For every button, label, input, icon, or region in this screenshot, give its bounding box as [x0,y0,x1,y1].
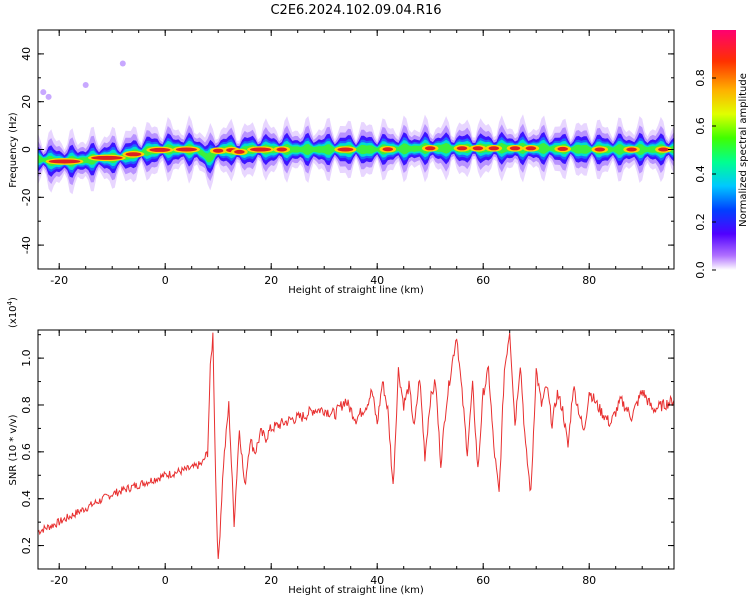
snr-ticks: -20 0 20 40 60 80 0.2 0.4 0.6 0.8 1.0 [20,330,674,587]
spectrogram-peak [250,147,272,152]
spectrogram-peak [276,147,288,152]
snr-panel: -20 0 20 40 60 80 0.2 0.4 0.6 0.8 1.0 Height of st… [6,297,675,596]
spectrogram-peak [424,146,436,151]
spectrogram-amplitude-layer [38,123,674,186]
snr-ylabel: SNR (10 * v/v) [8,414,19,485]
colorbar-gradient [712,30,736,270]
spectrogram-peak [626,147,637,152]
spectrogram-peak [382,147,394,152]
snr-series-line [38,332,674,559]
y-tick-label: 0.6 [20,443,33,461]
spectrogram-peak [525,146,537,151]
spectrogram-speck [40,89,47,96]
x-tick-label: 60 [476,274,490,287]
spectrogram-peak [91,155,123,160]
y-tick-label: -40 [20,236,33,254]
spectrogram-peak [125,152,142,157]
y-tick-label: 0 [20,146,33,153]
x-tick-label: 40 [370,274,384,287]
colorbar-tick-label: 0.0 [694,261,707,279]
spectrogram-peak [509,146,521,151]
y-tick-label: 1.0 [20,349,33,367]
spectrogram-peak [594,147,606,152]
x-tick-label: 0 [162,574,169,587]
snr-frame [37,329,675,570]
spectrogram-peak [212,148,224,153]
colorbar: 0.0 0.2 0.4 0.6 0.8 Normalized spectral ampl… [694,30,749,279]
figure-title: C2E6.2024.102.09.04.R16 [270,3,441,18]
x-tick-label: 20 [264,574,278,587]
x-tick-label: 80 [582,274,596,287]
spectrogram-peak [337,147,354,152]
snr-multiplier: (x104) [6,297,19,328]
spectrogram-xlabel: Height of straight line (km) [288,285,424,296]
spectrogram-band [38,60,674,195]
spectrogram-speck [82,81,89,88]
colorbar-tick-label: 0.6 [694,117,707,135]
spectrogram-peak [48,159,81,164]
spectrogram-amplitude-layer [38,131,674,178]
spectrogram-panel: -20 0 20 40 60 80 -40 -20 0 20 40 Height of straig… [8,29,675,296]
spectrogram-speck [119,60,126,67]
spectrogram-peak [456,146,468,151]
y-tick-label: 0.4 [20,490,33,508]
spectrogram-peak [149,147,171,152]
x-tick-label: -20 [50,274,68,287]
colorbar-ticks: 0.0 0.2 0.4 0.6 0.8 [694,69,716,279]
x-tick-label: -20 [50,574,68,587]
y-tick-label: -20 [20,188,33,206]
spectrogram-peak [472,146,484,151]
y-tick-label: 0.8 [20,396,33,414]
spectrogram-peak [557,146,568,151]
y-tick-label: 40 [20,47,33,61]
x-tick-label: 40 [370,574,384,587]
spectrogram-peak [658,147,669,152]
colorbar-tick-label: 0.2 [694,213,707,231]
spectrogram-peak [175,147,197,152]
x-tick-label: 60 [476,574,490,587]
spectrogram-ticks: -20 0 20 40 60 80 -40 -20 0 20 40 [20,29,674,287]
x-tick-label: 80 [582,574,596,587]
y-tick-label: 0.2 [20,537,33,555]
spectrogram-speck [45,93,52,100]
colorbar-tick-label: 0.8 [694,69,707,87]
spectrogram-ylabel: Frequency (Hz) [8,112,19,188]
snr-xlabel: Height of straight line (km) [288,585,424,596]
spectrogram-peak [488,146,500,151]
spectrogram-peak [234,149,245,154]
colorbar-tick-label: 0.4 [694,165,707,183]
x-tick-label: 20 [264,274,278,287]
x-tick-label: 0 [162,274,169,287]
colorbar-label: Normalized spectral amplitude [738,73,749,227]
y-tick-label: 20 [20,95,33,109]
